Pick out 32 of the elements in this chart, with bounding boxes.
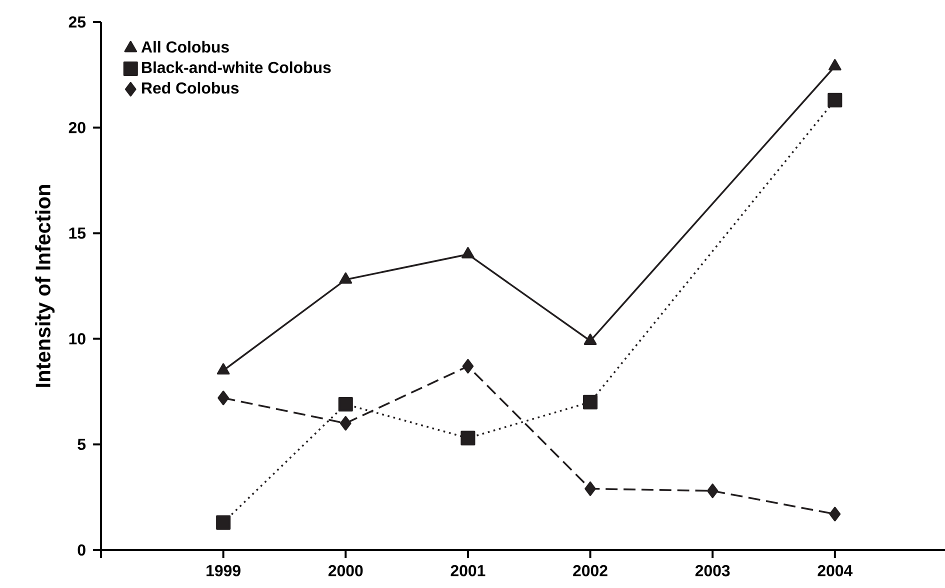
legend-label: All Colobus [141,40,229,53]
point [218,390,229,406]
x-tick-label: 2000 [328,565,363,576]
legend-label: Black-and-white Colobus [142,61,331,74]
point [462,358,474,374]
y-tick-label: 25 [68,16,86,28]
point [584,334,597,345]
point [216,515,231,530]
point [460,430,476,446]
y-tick-label: 5 [78,438,86,450]
point [216,363,230,375]
point [584,481,596,496]
x-tick-label: 2003 [695,565,730,576]
y-tick-label: 10 [69,333,86,344]
x-tick-label: 1999 [206,565,240,576]
point [828,92,842,108]
point [829,506,841,522]
x-tick-label: 2002 [573,565,608,576]
point [706,484,718,498]
legend-label: Red Colobus [142,82,239,94]
y-tick-label: 0 [78,544,86,556]
point [340,416,352,431]
point [338,397,353,412]
point [462,247,474,258]
y-tick-label: 15 [69,228,86,239]
y-axis-title: Intensity of Infection [35,185,55,387]
point [828,59,842,70]
x-tick-label: 2004 [818,565,853,576]
y-tick-label: 20 [68,122,86,134]
point [339,272,352,284]
x-tick-label: 2001 [450,565,486,576]
point [583,394,598,410]
